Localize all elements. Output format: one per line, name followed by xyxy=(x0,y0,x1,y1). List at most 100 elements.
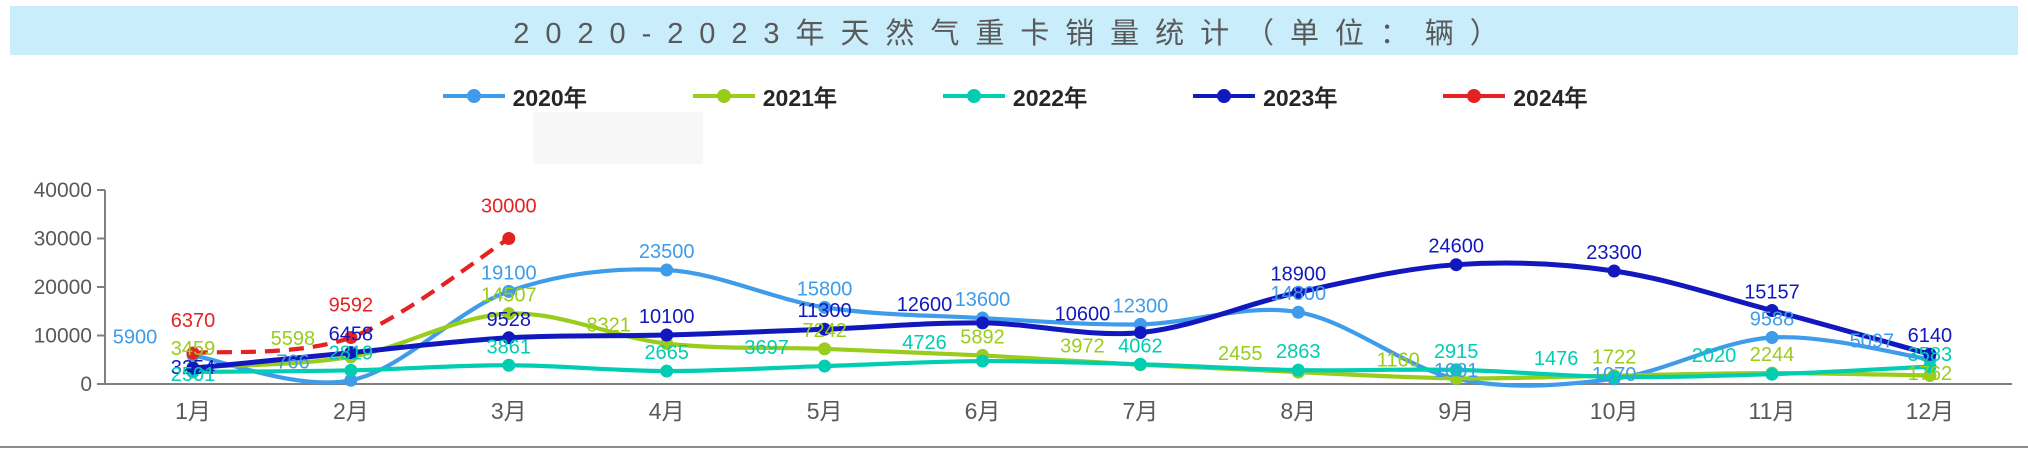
x-tick-label: 12月 xyxy=(1906,398,1955,424)
legend-dot-icon xyxy=(966,89,981,103)
data-point-2022年-2月 xyxy=(344,363,358,377)
data-label-2020年-4月: 23500 xyxy=(639,241,695,263)
x-tick-label: 5月 xyxy=(807,398,843,424)
data-label-2022年-12月: 3583 xyxy=(1908,344,1953,366)
legend-marker-2021年 xyxy=(692,89,755,103)
x-tick-label: 2月 xyxy=(333,398,369,424)
data-label-2020年-8月: 14800 xyxy=(1270,283,1326,305)
data-point-2021年-3月 xyxy=(502,307,516,321)
legend-dot-icon xyxy=(466,89,481,103)
data-point-2023年-4月 xyxy=(660,328,674,342)
legend-label: 2020年 xyxy=(512,85,587,111)
legend-label: 2022年 xyxy=(1012,85,1088,111)
data-point-2020年-4月 xyxy=(660,263,674,277)
data-point-2022年-12月 xyxy=(1923,360,1937,374)
legend-label: 2023年 xyxy=(1263,85,1338,111)
data-label-2022年-1月: 2501 xyxy=(171,364,216,386)
data-label-2023年-11月: 15157 xyxy=(1744,281,1800,303)
data-label-2020年-5月: 15800 xyxy=(797,278,853,300)
data-point-2021年-5月 xyxy=(818,342,832,356)
data-label-2020年-7月: 12300 xyxy=(1113,295,1169,317)
legend-marker-2024年 xyxy=(1443,89,1506,103)
data-label-2021年-4月: 8321 xyxy=(586,315,631,337)
data-label-2020年-2月: 766 xyxy=(276,351,309,373)
y-tick-label: 0 xyxy=(80,373,92,396)
series-line-2024年 xyxy=(192,236,510,356)
y-tick-label: 10000 xyxy=(34,325,92,348)
data-label-2023年-9月: 24600 xyxy=(1428,236,1484,258)
data-label-2021年-8月: 2455 xyxy=(1218,343,1263,365)
watermark-patch xyxy=(533,112,703,164)
data-point-2023年-12月 xyxy=(1923,347,1937,361)
legend-dot-icon xyxy=(716,89,731,103)
data-point-2023年-1月 xyxy=(186,361,200,375)
legend-item-2024年: 2024年 xyxy=(1441,79,1587,113)
data-label-2021年-5月: 7242 xyxy=(802,320,847,342)
legend-marker-2023年 xyxy=(1193,89,1256,103)
legend-label: 2021年 xyxy=(762,85,837,111)
x-tick-label: 8月 xyxy=(1280,398,1316,424)
data-label-2024年-2月: 9592 xyxy=(329,294,374,316)
data-point-2022年-8月 xyxy=(1291,363,1305,377)
data-point-2023年-5月 xyxy=(818,322,832,336)
data-point-2022年-11月 xyxy=(1765,367,1779,381)
data-point-2022年-4月 xyxy=(660,364,674,378)
data-point-2020年-5月 xyxy=(818,300,832,314)
data-label-2023年-2月: 6458 xyxy=(329,324,374,346)
data-label-2022年-7月: 4062 xyxy=(1118,335,1163,357)
data-point-2023年-2月 xyxy=(344,346,358,360)
data-label-2021年-10月: 1722 xyxy=(1592,347,1637,369)
data-label-2021年-7月: 3972 xyxy=(1060,336,1105,358)
y-tick-label: 30000 xyxy=(34,228,92,251)
legend-item-2022年: 2022年 xyxy=(941,79,1087,113)
data-label-2020年-6月: 13600 xyxy=(955,289,1011,311)
x-tick-label: 11月 xyxy=(1749,398,1796,424)
data-label-2023年-1月: 3254 xyxy=(171,357,216,379)
data-label-2021年-9月: 1160 xyxy=(1377,349,1420,371)
x-tick-label: 7月 xyxy=(1123,398,1159,424)
data-label-2023年-5月: 11300 xyxy=(798,300,852,322)
y-tick-label: 20000 xyxy=(34,276,92,299)
data-point-2022年-6月 xyxy=(976,354,989,368)
data-label-2020年-11月: 9588 xyxy=(1750,308,1795,330)
data-label-2020年-9月: 1081 xyxy=(1434,360,1479,382)
data-label-2022年-3月: 3861 xyxy=(487,336,532,358)
legend-dot-icon xyxy=(1217,89,1232,103)
legend-item-2023年: 2023年 xyxy=(1191,79,1337,113)
data-point-2020年-11月 xyxy=(1765,330,1779,344)
legend-marker-2022年 xyxy=(942,89,1005,103)
data-label-2020年-3月: 19100 xyxy=(481,262,537,284)
x-tick-label: 1月 xyxy=(175,398,211,424)
data-label-2021年-1月: 3459 xyxy=(171,338,216,360)
data-label-2023年-12月: 6140 xyxy=(1908,325,1953,347)
data-point-2022年-5月 xyxy=(818,359,832,373)
y-tick-label: 40000 xyxy=(34,179,92,202)
series-line-2022年 xyxy=(192,358,1931,380)
data-label-2022年-6月: 4726 xyxy=(902,332,947,354)
series-line-2023年 xyxy=(192,260,1931,371)
data-point-2020年-2月 xyxy=(344,373,358,387)
data-label-2023年-7月: 10600 xyxy=(1055,304,1111,326)
page-title: 2020-2023年天然气重卡销量统计（单位：辆） xyxy=(513,17,1515,50)
data-point-2022年-7月 xyxy=(1133,357,1147,371)
data-label-2020年-12月: 5097 xyxy=(1850,330,1895,352)
data-point-2023年-6月 xyxy=(976,316,989,330)
x-tick-label: 10月 xyxy=(1590,398,1639,424)
data-label-2024年-3月: 30000 xyxy=(481,196,537,218)
data-point-2023年-10月 xyxy=(1607,264,1621,278)
data-point-2023年-8月 xyxy=(1291,285,1305,299)
x-tick-label: 3月 xyxy=(491,398,527,424)
legend-dot-icon xyxy=(1467,89,1482,103)
data-label-2023年-8月: 18900 xyxy=(1270,263,1326,285)
data-label-2022年-2月: 2819 xyxy=(329,343,374,365)
data-label-2021年-2月: 5598 xyxy=(271,328,316,350)
x-tick-label: 6月 xyxy=(965,398,1001,424)
data-point-2020年-3月 xyxy=(502,284,516,298)
x-tick-label: 4月 xyxy=(649,398,685,424)
data-point-2022年-3月 xyxy=(502,358,516,372)
data-label-2021年-12月: 1762 xyxy=(1908,363,1953,385)
data-label-2023年-10月: 23300 xyxy=(1586,242,1642,264)
data-point-2023年-9月 xyxy=(1449,258,1463,272)
